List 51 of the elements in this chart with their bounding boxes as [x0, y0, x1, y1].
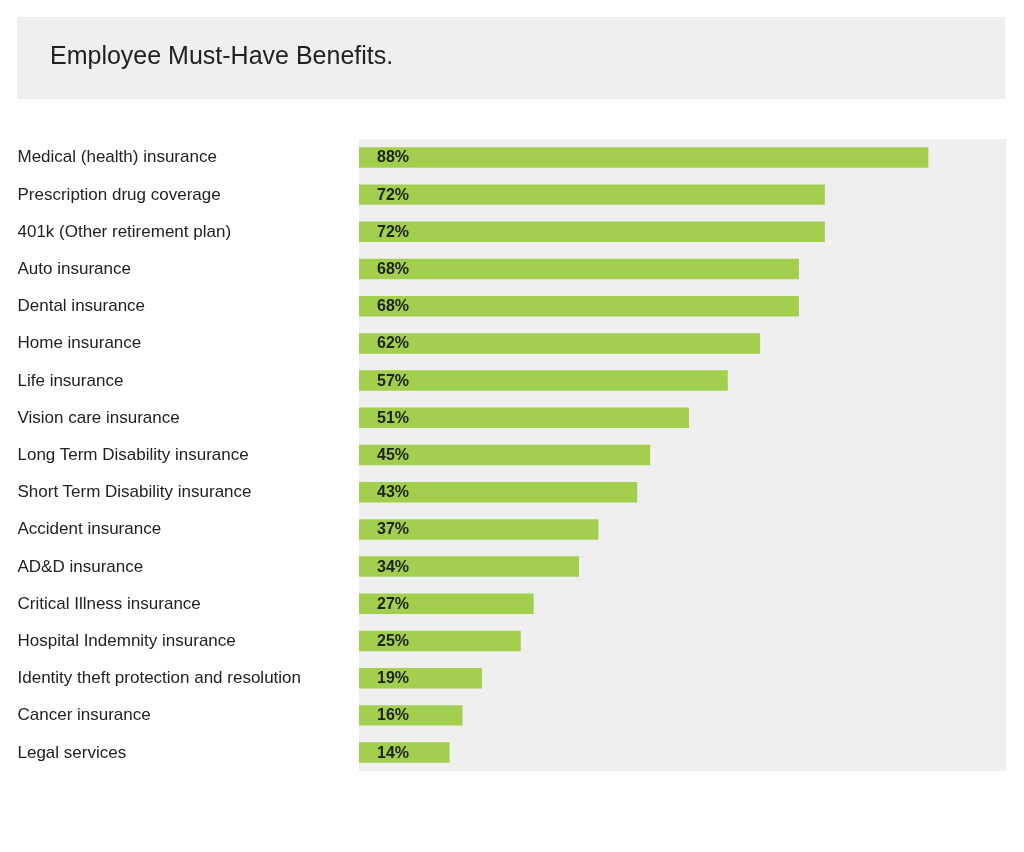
- y-tick-label: Accident insurance: [17, 519, 162, 539]
- y-tick-label: Critical Illness insurance: [17, 593, 201, 613]
- bar: [359, 705, 463, 726]
- y-tick-label: Dental insurance: [17, 296, 146, 316]
- y-tick-label: Prescription drug coverage: [17, 184, 221, 204]
- bar: [359, 147, 929, 168]
- bar: [359, 519, 599, 540]
- y-tick-label: Short Term Disability insurance: [17, 482, 252, 502]
- y-tick-label: Vision care insurance: [17, 407, 180, 427]
- data-label: 88%: [377, 148, 410, 166]
- data-label: 72%: [377, 222, 410, 240]
- y-tick-label: Legal services: [17, 742, 127, 762]
- data-label: 34%: [377, 557, 410, 575]
- y-tick-label: 401k (Other retirement plan): [17, 221, 232, 241]
- data-label: 45%: [377, 446, 410, 463]
- bar: [359, 370, 728, 391]
- chart-title: Employee Must-Have Benefits.: [50, 41, 394, 69]
- data-label: 43%: [377, 483, 410, 501]
- y-tick-label: AD&D insurance: [17, 556, 144, 576]
- y-tick-label: Auto insurance: [17, 259, 131, 279]
- data-label: 68%: [377, 297, 410, 315]
- data-label: 19%: [377, 669, 410, 687]
- y-tick-label: Medical (health) insurance: [17, 147, 217, 167]
- y-tick-label: Hospital Indemnity insurance: [17, 630, 236, 650]
- bar: [359, 630, 521, 652]
- bar: [359, 258, 799, 280]
- data-label: 25%: [377, 631, 410, 649]
- data-label: 16%: [377, 706, 410, 724]
- y-tick-label: Cancer insurance: [17, 705, 151, 725]
- data-label: 68%: [377, 260, 410, 278]
- y-tick-label: Identity theft protection and resolution: [17, 668, 302, 688]
- bar: [359, 221, 825, 243]
- data-label: 57%: [377, 371, 410, 389]
- bar: [359, 444, 651, 466]
- bar: [359, 295, 799, 317]
- y-tick-label: Long Term Disability insurance: [17, 445, 249, 464]
- y-tick-label: Home insurance: [17, 333, 142, 353]
- bar: [359, 184, 825, 205]
- bar: [359, 407, 689, 429]
- data-label: 51%: [377, 408, 410, 426]
- bar: [359, 742, 450, 763]
- data-label: 27%: [377, 594, 410, 612]
- data-label: 62%: [377, 334, 410, 352]
- bar: [359, 333, 761, 354]
- y-tick-label: Life insurance: [17, 370, 124, 390]
- data-label: 72%: [377, 185, 410, 203]
- bar: [359, 556, 579, 577]
- bar: [359, 593, 534, 615]
- data-label: 37%: [377, 520, 410, 538]
- data-label: 14%: [377, 743, 410, 761]
- bar: [359, 481, 638, 503]
